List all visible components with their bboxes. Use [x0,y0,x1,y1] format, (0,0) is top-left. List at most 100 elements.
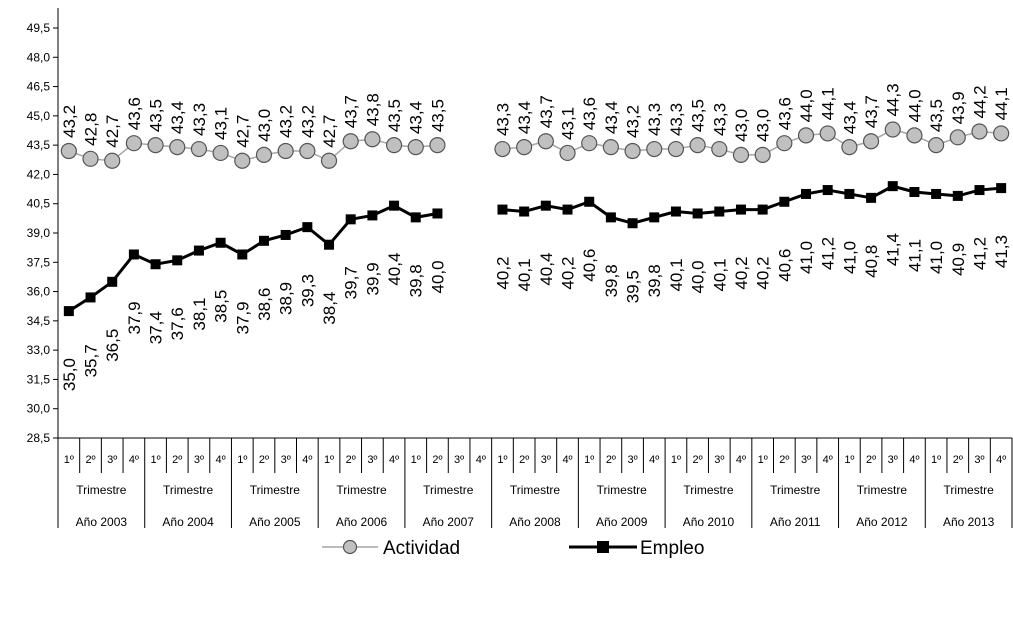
data-label-actividad: 44,1 [819,87,838,120]
data-label-empleo: 38,4 [320,292,339,325]
data-label-empleo: 38,6 [255,288,274,321]
quarter-label: 2º [693,454,703,466]
point-empleo [432,208,443,219]
data-label-actividad: 43,2 [277,105,296,138]
point-empleo [258,235,269,246]
legend-item-actividad: Actividad [322,538,460,559]
year-label: Año 2011 [770,515,821,529]
legend: Actividad Empleo [322,538,704,559]
point-actividad [255,146,273,164]
data-label-empleo: 40,1 [515,258,534,291]
data-label-actividad: 43,5 [428,99,447,132]
data-label-empleo: 39,9 [363,262,382,295]
point-actividad [928,137,945,154]
quarter-label: 4º [216,454,226,466]
data-label-empleo: 40,1 [710,258,729,291]
quarter-label: 2º [432,454,442,466]
year-label: Año 2004 [162,515,214,529]
quarter-label: 4º [562,454,572,466]
data-label-actividad: 43,0 [732,109,751,142]
legend-actividad-marker [342,539,358,555]
point-empleo [584,196,595,207]
data-label-actividad: 43,5 [927,99,946,132]
year-label: Año 2010 [683,515,735,529]
y-tick-label: 40,5 [27,197,51,211]
data-label-empleo: 41,1 [905,239,924,272]
point-empleo [63,306,74,317]
point-empleo [85,292,96,303]
data-labels: 43,2 42,8 42,743,6 43,5 43,4 43,3 43,1 42,7 43,0… [60,83,1011,391]
quarter-label: 1º [584,454,594,466]
data-label-actividad: 43,2 [298,105,317,138]
quarter-label: 2º [259,454,269,466]
point-empleo [367,210,378,221]
data-label-empleo: 41,3 [992,235,1011,268]
point-actividad [624,142,641,160]
data-label-empleo: 40,0 [689,260,708,293]
data-label-empleo: 41,0 [797,241,816,274]
point-empleo [150,259,161,270]
point-actividad [169,138,186,156]
point-actividad [277,142,294,160]
point-empleo [692,208,703,219]
point-actividad [841,138,858,156]
quarter-label: 2º [606,454,616,466]
data-label-empleo: 40,6 [775,249,794,282]
quarter-label: 4º [129,454,139,466]
data-label-actividad: 43,6 [580,97,599,130]
y-tick-label: 33,0 [27,343,51,357]
data-label-actividad: 43,5 [147,99,166,132]
point-empleo [822,185,833,196]
point-actividad [104,152,121,169]
quarter-label: 3º [454,454,464,466]
data-label-actividad: 43,4 [407,101,426,134]
point-empleo [952,190,963,201]
point-actividad [82,150,99,167]
data-label-actividad: 43,3 [190,103,209,136]
data-label-actividad: 43,3 [645,103,664,136]
quarter-label: 1º [324,454,334,466]
trimestre-label: Trimestre [250,483,301,497]
data-label-empleo: 40,9 [949,243,968,276]
quarter-label: 3º [801,454,811,466]
y-tick-label: 45,0 [27,109,51,123]
data-label-empleo: 40,2 [493,256,512,289]
data-label-empleo: 37,9 [125,301,144,334]
y-tick-label: 36,0 [27,285,51,299]
data-label-actividad: 44,1 [992,87,1011,120]
data-label-actividad: 44,3 [884,83,903,116]
data-label-empleo: 35,0 [60,358,79,391]
quarter-label: 3º [281,454,291,466]
quarter-label: 3º [627,454,637,466]
quarter-label: 3º [974,454,984,466]
data-label-actividad: 42,7 [103,115,122,148]
point-empleo [670,206,681,217]
point-empleo [193,245,204,256]
point-empleo [172,255,183,266]
point-actividad [646,140,663,158]
point-actividad [732,146,750,164]
point-actividad [949,129,966,146]
point-actividad [494,140,511,158]
point-actividad [60,142,77,160]
data-label-empleo: 41,0 [927,241,946,274]
data-label-actividad: 43,1 [212,107,231,140]
point-actividad [797,127,815,144]
data-label-actividad: 43,6 [775,97,794,130]
data-label-empleo: 40,0 [428,260,447,293]
quarter-label: 4º [649,454,659,466]
quarter-label: 4º [389,454,399,466]
year-label: Año 2005 [249,515,301,529]
y-tick-label: 49,5 [27,21,51,35]
quarter-label: 1º [758,454,768,466]
y-tick-label: 30,0 [27,402,51,416]
quarter-label: 1º [931,454,941,466]
quarter-label: 3º [107,454,117,466]
quarter-label: 4º [302,454,312,466]
point-empleo [887,181,898,192]
data-label-actividad: 43,5 [689,99,708,132]
y-tick-label: 46,5 [27,80,51,94]
quarter-label: 4º [996,454,1006,466]
data-label-empleo: 35,7 [82,344,101,377]
legend-actividad-label: Actividad [383,538,460,559]
